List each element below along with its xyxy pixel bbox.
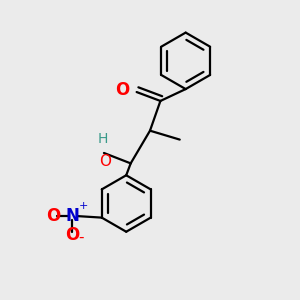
Text: H: H bbox=[97, 131, 108, 146]
Text: N: N bbox=[65, 207, 79, 225]
Text: O: O bbox=[46, 207, 61, 225]
Text: O: O bbox=[99, 154, 111, 169]
Text: +: + bbox=[79, 201, 88, 211]
Text: O: O bbox=[115, 81, 129, 99]
Text: -: - bbox=[79, 230, 84, 244]
Text: O: O bbox=[65, 226, 79, 244]
